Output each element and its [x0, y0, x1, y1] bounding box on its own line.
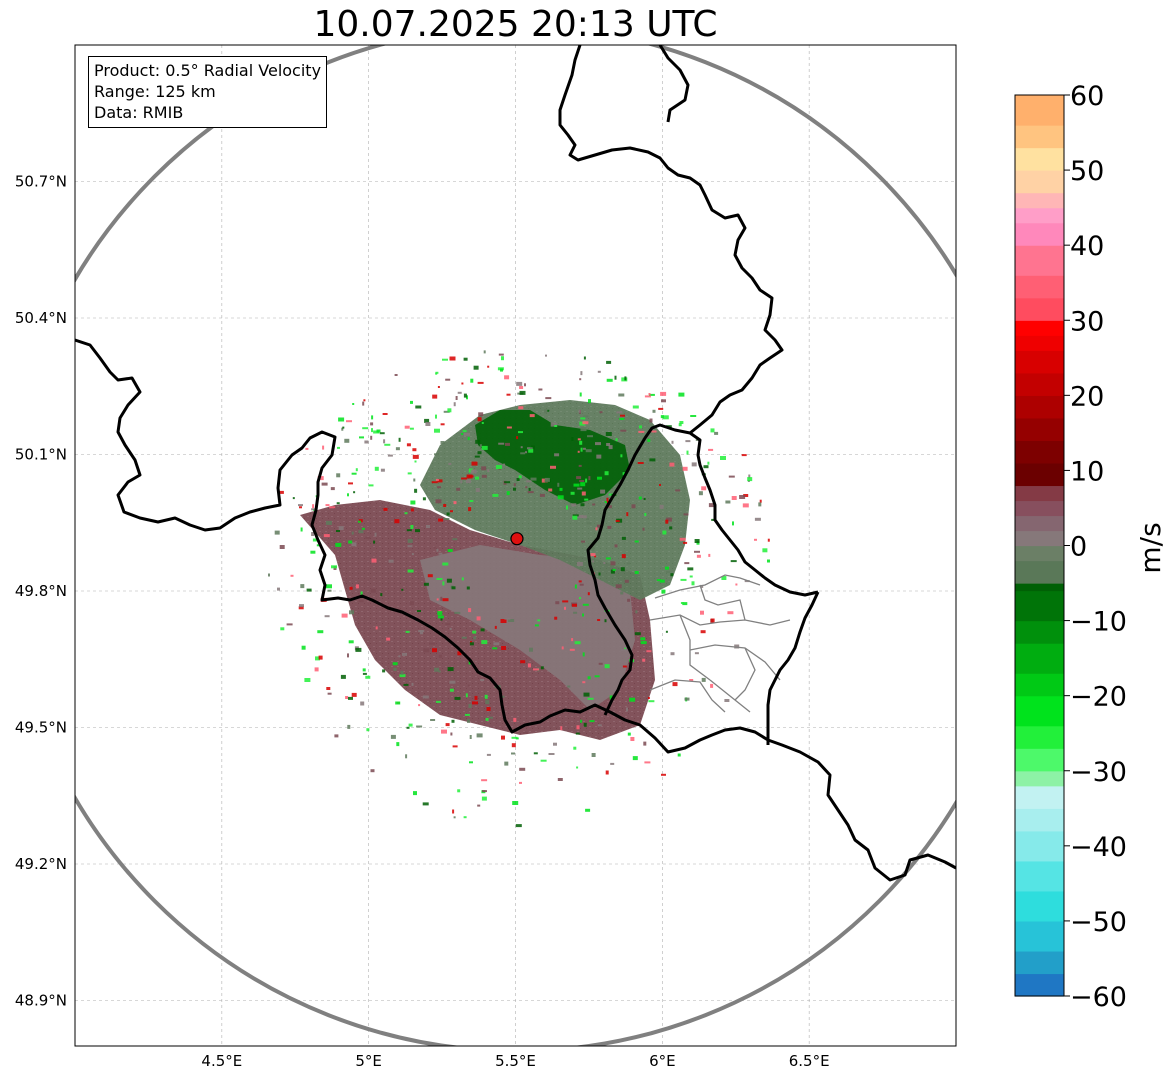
colorbar-tick-label: 30 [1070, 306, 1104, 337]
echo-speckles [268, 350, 770, 828]
x-axis-tick-labels: 4.5°E 5°E 5.5°E 6°E 6.5°E [201, 1052, 829, 1070]
colorbar-segment [1015, 350, 1064, 374]
colorbar-segment [1015, 808, 1064, 832]
colorbar-segment [1015, 830, 1064, 862]
colorbar-segment [1015, 335, 1064, 351]
colorbar-segment [1015, 770, 1064, 787]
colorbar-segment [1015, 372, 1064, 396]
colorbar-segment [1015, 560, 1064, 584]
y-tick-label: 50.1°N [15, 446, 67, 464]
map-title: 10.07.2025 20:13 UTC [313, 4, 718, 45]
colorbar-segment [1015, 95, 1064, 126]
colorbar-segment [1015, 440, 1064, 464]
national-borders [75, 45, 956, 882]
border-luxembourg-germany [766, 591, 820, 745]
x-tick-label: 5°E [355, 1052, 382, 1070]
colorbar-segment [1015, 222, 1064, 246]
colorbar-segment [1015, 620, 1064, 644]
colorbar-tick-label: −10 [1070, 607, 1127, 638]
x-tick-label: 4.5°E [201, 1052, 242, 1070]
colorbar-tick-label: −40 [1070, 832, 1127, 863]
colorbar-tick-label: 10 [1070, 456, 1104, 487]
colorbar-segment [1015, 485, 1064, 502]
echo-mixed-region [420, 545, 635, 710]
colorbar-tick-label: 20 [1070, 381, 1104, 412]
y-tick-label: 50.4°N [15, 309, 67, 327]
colorbar-segment [1015, 973, 1064, 997]
colorbar-segment [1015, 500, 1064, 517]
colorbar-segment [1015, 590, 1064, 622]
border-belgium-france [75, 338, 956, 882]
colorbar-segment [1015, 725, 1064, 749]
colorbar-segment [1015, 320, 1064, 336]
colorbar-segment [1015, 748, 1064, 772]
colorbar-segment [1015, 192, 1064, 209]
border-belgium-luxembourg [586, 423, 819, 716]
colorbar-segment [1015, 860, 1064, 892]
colorbar-scale [1015, 95, 1064, 997]
colorbar-segment [1015, 530, 1064, 547]
colorbar-segment [1015, 297, 1064, 321]
colorbar-segment [1015, 395, 1064, 419]
colorbar-segment [1015, 583, 1064, 592]
echo-strong-inbound-core [475, 410, 630, 505]
colorbar-tick-label: −20 [1070, 682, 1127, 713]
colorbar-segment [1015, 147, 1064, 171]
y-tick-label: 50.7°N [15, 173, 67, 191]
colorbar-tick-label: −30 [1070, 757, 1127, 788]
colorbar-tick-label: 60 [1070, 81, 1104, 112]
y-tick-label: 49.2°N [15, 855, 67, 873]
colorbar-segment [1015, 920, 1064, 952]
colorbar-segment [1015, 673, 1064, 697]
x-tick-label: 6.5°E [789, 1052, 830, 1070]
map-frame [74, 44, 957, 1047]
info-box: Product: 0.5° Radial Velocity Range: 125… [88, 56, 328, 128]
colorbar-tick-labels: 60 50 40 30 20 10 0 −10 −20 −30 −40 −50 −60 [1064, 81, 1127, 1013]
colorbar-segment [1015, 643, 1064, 674]
info-source: Data: RMIB [94, 103, 184, 122]
radar-site-marker [510, 532, 524, 546]
colorbar-tick-label: 50 [1070, 156, 1104, 187]
colorbar-tick-label: 40 [1070, 231, 1104, 262]
colorbar-tick-label: −50 [1070, 907, 1127, 938]
colorbar: 60 50 40 30 20 10 0 −10 −20 −30 −40 −50 −60 m/s [1014, 81, 1167, 1013]
colorbar-segment [1015, 515, 1064, 532]
x-tick-label: 6°E [649, 1052, 676, 1070]
colorbar-tick-label: 0 [1070, 532, 1087, 563]
colorbar-segment [1015, 170, 1064, 194]
admin-borders [649, 574, 791, 713]
colorbar-segment [1015, 125, 1064, 149]
border-belgium-germany [558, 45, 784, 435]
border-germany-north [658, 45, 690, 123]
colorbar-label: m/s [1134, 522, 1167, 573]
y-tick-label: 48.9°N [15, 992, 67, 1010]
colorbar-segment [1015, 890, 1064, 922]
colorbar-segment [1015, 417, 1064, 441]
colorbar-segment [1015, 785, 1064, 809]
info-product: Product: 0.5° Radial Velocity [94, 61, 322, 80]
colorbar-segment [1015, 275, 1064, 299]
colorbar-segment [1015, 207, 1064, 224]
radar-velocity-echoes [268, 350, 770, 828]
x-tick-label: 5.5°E [495, 1052, 536, 1070]
colorbar-segment [1015, 245, 1064, 276]
y-tick-label: 49.8°N [15, 582, 67, 600]
y-tick-label: 49.5°N [15, 719, 67, 737]
colorbar-segment [1015, 695, 1064, 727]
info-range: Range: 125 km [94, 82, 216, 101]
colorbar-segment [1015, 950, 1064, 975]
colorbar-segment [1015, 462, 1064, 487]
colorbar-segment [1015, 545, 1064, 562]
y-axis-tick-labels: 48.9°N 49.2°N 49.5°N 49.8°N 50.1°N 50.4°N 50.7… [15, 173, 67, 1010]
colorbar-tick-label: −60 [1070, 982, 1127, 1013]
